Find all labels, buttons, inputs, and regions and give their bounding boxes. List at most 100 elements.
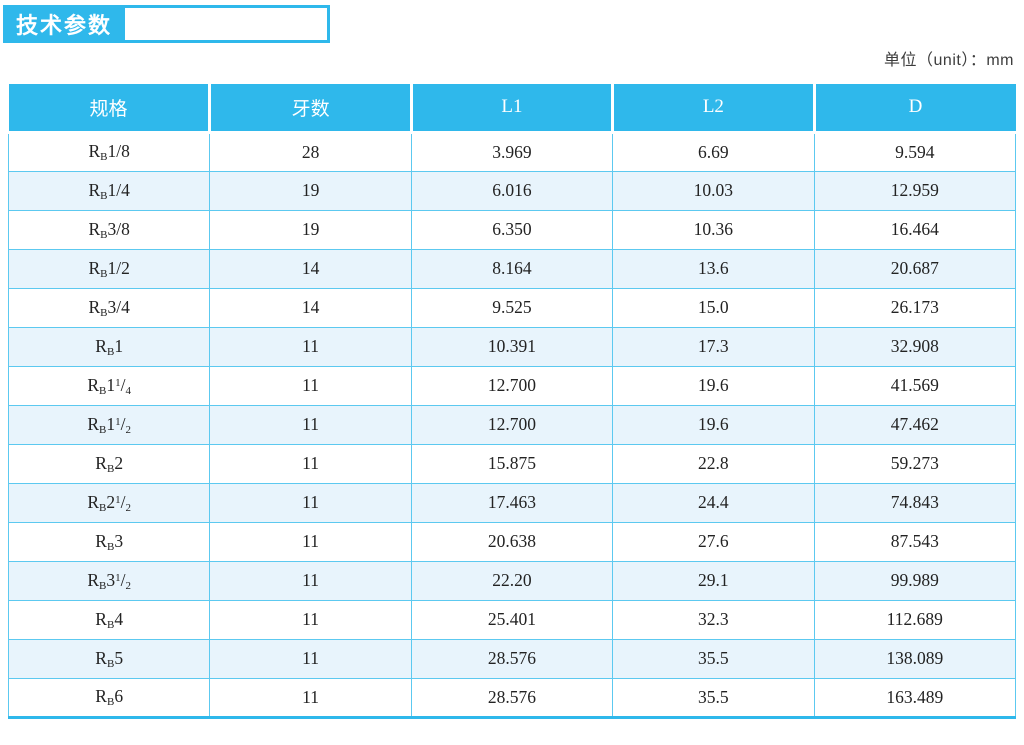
teeth-cell: 11	[209, 326, 412, 367]
l1-cell: 8.164	[410, 248, 614, 289]
col-header-l1: L1	[411, 84, 615, 134]
col-header-d: D	[814, 84, 1016, 134]
spec-cell: RB11/2	[7, 404, 211, 445]
d-cell: 138.089	[813, 638, 1017, 679]
l1-cell: 28.576	[410, 638, 614, 679]
d-cell: 20.687	[813, 248, 1017, 289]
table-row: RB6 11 28.576 35.5 163.489	[7, 677, 1017, 718]
l2-cell: 24.4	[612, 482, 815, 523]
spec-cell: RB3/4	[7, 287, 211, 328]
table-row: RB11/2 11 12.700 19.6 47.462	[7, 404, 1017, 445]
spec-cell: RB31/2	[7, 560, 211, 601]
l1-cell: 15.875	[410, 443, 614, 484]
l1-cell: 9.525	[410, 287, 614, 328]
l1-cell: 6.016	[410, 170, 614, 211]
spec-cell: RB1	[7, 326, 211, 367]
l1-cell: 28.576	[410, 677, 614, 718]
table-row: RB3 11 20.638 27.6 87.543	[7, 521, 1017, 562]
l2-cell: 6.69	[612, 131, 815, 172]
teeth-cell: 11	[209, 521, 412, 562]
l2-cell: 19.6	[612, 404, 815, 445]
l2-cell: 27.6	[612, 521, 815, 562]
spec-cell: RB5	[7, 638, 211, 679]
teeth-cell: 11	[209, 677, 412, 718]
l1-cell: 12.700	[410, 404, 614, 445]
l2-cell: 19.6	[612, 365, 815, 406]
d-cell: 9.594	[813, 131, 1017, 172]
unit-label: 单位（unit）：mm	[884, 52, 1014, 69]
l1-cell: 6.350	[410, 209, 614, 250]
table-row: RB2 11 15.875 22.8 59.273	[7, 443, 1017, 484]
col-header-l2: L2	[612, 84, 816, 134]
d-cell: 47.462	[813, 404, 1017, 445]
spec-cell: RB4	[7, 599, 211, 640]
l1-cell: 3.969	[410, 131, 614, 172]
d-cell: 163.489	[813, 677, 1017, 718]
l2-cell: 22.8	[612, 443, 815, 484]
spec-table-body: RB1/8 28 3.969 6.69 9.594 RB1/4 19 6.016 10.03 12…	[7, 131, 1017, 718]
table-row: RB3/8 19 6.350 10.36 16.464	[7, 209, 1017, 250]
table-row: RB11/4 11 12.700 19.6 41.569	[7, 365, 1017, 406]
l1-cell: 12.700	[410, 365, 614, 406]
teeth-cell: 11	[209, 443, 412, 484]
d-cell: 59.273	[813, 443, 1017, 484]
teeth-cell: 11	[209, 482, 412, 523]
table-row: RB4 11 25.401 32.3 112.689	[7, 599, 1017, 640]
d-cell: 99.989	[813, 560, 1017, 601]
table-header-row: 规格 牙数 L1 L2 D	[8, 84, 1016, 134]
spec-table: 规格 牙数 L1 L2 D RB1/8 28 3.969 6.69 9.594 RB1/4…	[7, 84, 1017, 719]
section-title-banner: 技术参数	[3, 5, 330, 43]
title-blank-box	[125, 8, 327, 40]
table-row: RB1/8 28 3.969 6.69 9.594	[7, 131, 1017, 172]
teeth-cell: 11	[209, 404, 412, 445]
spec-cell: RB11/4	[7, 365, 211, 406]
d-cell: 112.689	[813, 599, 1017, 640]
spec-cell: RB3	[7, 521, 211, 562]
l2-cell: 17.3	[612, 326, 815, 367]
d-cell: 32.908	[813, 326, 1017, 367]
l1-cell: 17.463	[410, 482, 614, 523]
table-row: RB3/4 14 9.525 15.0 26.173	[7, 287, 1017, 328]
table-row: RB1 11 10.391 17.3 32.908	[7, 326, 1017, 367]
l2-cell: 35.5	[612, 677, 815, 718]
l2-cell: 10.36	[612, 209, 815, 250]
d-cell: 41.569	[813, 365, 1017, 406]
table-row: RB31/2 11 22.20 29.1 99.989	[7, 560, 1017, 601]
l2-cell: 29.1	[612, 560, 815, 601]
spec-cell: RB6	[7, 677, 211, 718]
l1-cell: 22.20	[410, 560, 614, 601]
teeth-cell: 14	[209, 287, 412, 328]
teeth-cell: 11	[209, 560, 412, 601]
spec-cell: RB3/8	[7, 209, 211, 250]
teeth-cell: 14	[209, 248, 412, 289]
col-header-teeth: 牙数	[209, 84, 413, 134]
d-cell: 12.959	[813, 170, 1017, 211]
l2-cell: 35.5	[612, 638, 815, 679]
table-row: RB21/2 11 17.463 24.4 74.843	[7, 482, 1017, 523]
teeth-cell: 28	[209, 131, 412, 172]
teeth-cell: 11	[209, 365, 412, 406]
d-cell: 26.173	[813, 287, 1017, 328]
spec-cell: RB1/2	[7, 248, 211, 289]
d-cell: 87.543	[813, 521, 1017, 562]
teeth-cell: 19	[209, 170, 412, 211]
d-cell: 74.843	[813, 482, 1017, 523]
l2-cell: 32.3	[612, 599, 815, 640]
l1-cell: 20.638	[410, 521, 614, 562]
teeth-cell: 11	[209, 599, 412, 640]
spec-cell: RB2	[7, 443, 211, 484]
page-title: 技术参数	[16, 13, 113, 38]
table-row: RB5 11 28.576 35.5 138.089	[7, 638, 1017, 679]
l2-cell: 10.03	[612, 170, 815, 211]
d-cell: 16.464	[813, 209, 1017, 250]
teeth-cell: 19	[209, 209, 412, 250]
l2-cell: 15.0	[612, 287, 815, 328]
l1-cell: 25.401	[410, 599, 614, 640]
l1-cell: 10.391	[410, 326, 614, 367]
l2-cell: 13.6	[612, 248, 815, 289]
col-header-spec: 规格	[8, 84, 212, 134]
teeth-cell: 11	[209, 638, 412, 679]
spec-cell: RB1/4	[7, 170, 211, 211]
table-row: RB1/2 14 8.164 13.6 20.687	[7, 248, 1017, 289]
